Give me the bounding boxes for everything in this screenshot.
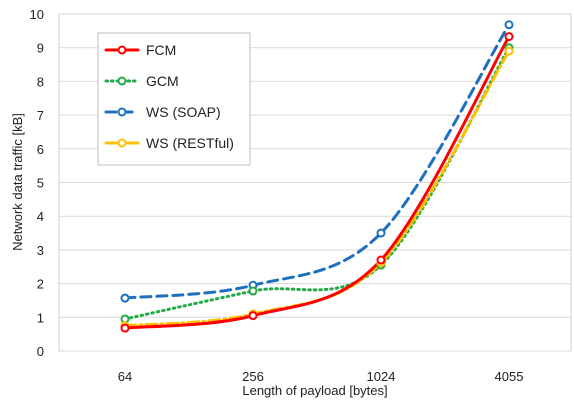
legend-marker-3	[117, 138, 127, 148]
series-lines	[123, 23, 511, 330]
data-point-2-2	[376, 228, 386, 238]
y-tick-label: 10	[30, 7, 44, 22]
y-tick-label: 5	[37, 176, 44, 191]
x-tick-label: 64	[118, 369, 132, 384]
y-tick-label: 8	[37, 74, 44, 89]
legend-label: WS (RESTful)	[146, 135, 234, 151]
y-tick-label: 7	[37, 108, 44, 123]
legend: FCM GCM WS (SOAP) WS (RESTful)	[97, 32, 251, 166]
x-tick-labels: 64 256 1024 4055	[118, 369, 524, 384]
y-axis-title: Network data traffic [kB]	[10, 113, 25, 251]
x-tick-label: 4055	[495, 369, 524, 384]
series-markers	[120, 20, 514, 333]
legend-marker-0	[117, 45, 127, 55]
y-tick-label: 0	[37, 344, 44, 359]
data-point-3-3	[504, 46, 514, 56]
x-axis-title: Length of payload [bytes]	[242, 383, 387, 398]
y-tick-label: 1	[37, 310, 44, 325]
y-tick-label: 3	[37, 243, 44, 258]
data-point-1-1	[248, 286, 258, 296]
data-point-2-3	[504, 20, 514, 30]
y-tick-label: 2	[37, 277, 44, 292]
data-point-0-3	[504, 32, 514, 42]
legend-label: FCM	[146, 42, 176, 58]
legend-marker-2	[117, 107, 127, 117]
y-tick-label: 4	[37, 209, 44, 224]
series-line-0	[123, 35, 511, 330]
data-point-0-1	[248, 311, 258, 321]
legend-label: WS (SOAP)	[146, 104, 221, 120]
data-point-0-0	[120, 323, 130, 333]
series-line-2	[123, 23, 511, 300]
y-tick-labels: 0 1 2 3 4 5 6 7 8 9 10	[30, 7, 44, 359]
x-tick-label: 256	[242, 369, 264, 384]
y-tick-label: 6	[37, 142, 44, 157]
legend-label: GCM	[146, 73, 179, 89]
data-point-2-0	[120, 293, 130, 303]
data-point-0-2	[376, 255, 386, 265]
legend-marker-1	[117, 76, 127, 86]
x-tick-label: 1024	[367, 369, 396, 384]
y-tick-label: 9	[37, 41, 44, 56]
